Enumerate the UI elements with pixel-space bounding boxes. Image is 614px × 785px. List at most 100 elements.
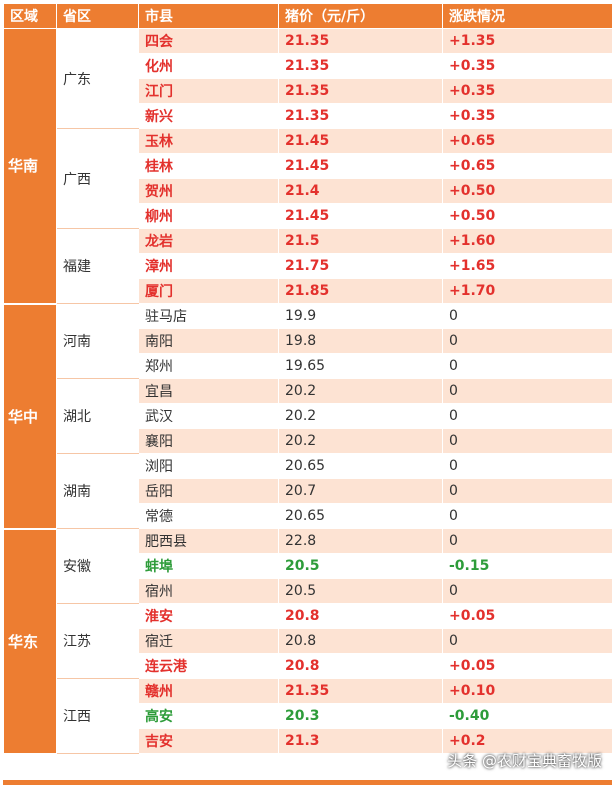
city-cell: 郑州 <box>138 353 279 379</box>
table-row: 江西 赣州 21.35 +0.10 <box>4 678 613 754</box>
header-province: 省区 <box>56 3 139 29</box>
change-cell: +0.35 <box>442 78 613 104</box>
price-cell: 20.65 <box>278 453 443 479</box>
header-region: 区域 <box>3 3 57 29</box>
price-cell: 21.45 <box>278 203 443 229</box>
table-row: 武汉 20.2 0 <box>4 403 613 429</box>
price-cell: 20.2 <box>278 378 443 404</box>
city-cell: 宿迁 <box>138 628 279 654</box>
city-cell: 化州 <box>138 53 279 79</box>
watermark: 头条 @农财宝典畜牧版 <box>447 752 602 770</box>
table-row: 高安 20.3 -0.40 <box>4 703 613 729</box>
price-cell: 21.45 <box>278 153 443 179</box>
change-cell: +0.50 <box>442 178 613 204</box>
table-row: 宿州 20.5 0 <box>4 578 613 604</box>
province-cell: 湖南 <box>56 453 139 529</box>
change-cell: -0.40 <box>442 703 613 729</box>
price-cell: 20.8 <box>278 653 443 679</box>
change-cell: +0.65 <box>442 153 613 179</box>
change-cell: 0 <box>442 628 613 654</box>
price-cell: 20.65 <box>278 503 443 529</box>
table-bottom-bar <box>3 780 612 785</box>
table-row: 湖南 浏阳 20.65 0 <box>4 453 613 529</box>
city-cell: 龙岩 <box>138 228 279 254</box>
change-cell: +0.05 <box>442 603 613 629</box>
table-row: 华中 河南 驻马店 19.9 0 <box>3 303 613 530</box>
change-cell: +0.10 <box>442 678 613 704</box>
price-cell: 20.7 <box>278 478 443 504</box>
change-cell: 0 <box>442 503 613 529</box>
table-row: 湖北 宜昌 20.2 0 <box>4 378 613 454</box>
price-cell: 19.8 <box>278 328 443 354</box>
table-row: 漳州 21.75 +1.65 <box>4 253 613 279</box>
price-cell: 20.2 <box>278 403 443 429</box>
price-cell: 20.8 <box>278 603 443 629</box>
city-cell: 厦门 <box>138 278 279 304</box>
table-row: 吉安 21.3 +0.2 <box>4 728 613 754</box>
table-row: 宿迁 20.8 0 <box>4 628 613 654</box>
province-cell: 江西 <box>56 678 139 754</box>
price-cell: 20.5 <box>278 578 443 604</box>
change-cell: 0 <box>442 528 613 554</box>
price-cell: 19.65 <box>278 353 443 379</box>
region-cell: 华东 <box>3 528 57 755</box>
change-cell: 0 <box>442 303 613 329</box>
price-cell: 20.2 <box>278 428 443 454</box>
change-cell: +0.35 <box>442 53 613 79</box>
change-cell: -0.15 <box>442 553 613 579</box>
city-cell: 江门 <box>138 78 279 104</box>
city-cell: 武汉 <box>138 403 279 429</box>
change-cell: 0 <box>442 353 613 379</box>
city-cell: 蚌埠 <box>138 553 279 579</box>
price-cell: 21.35 <box>278 678 443 704</box>
city-cell: 高安 <box>138 703 279 729</box>
province-cell: 江苏 <box>56 603 139 679</box>
change-cell: 0 <box>442 328 613 354</box>
table-row: 广西 玉林 21.45 +0.65 <box>4 128 613 229</box>
city-cell: 四会 <box>138 28 279 54</box>
change-cell: 0 <box>442 578 613 604</box>
table-row: 化州 21.35 +0.35 <box>4 53 613 79</box>
city-cell: 驻马店 <box>138 303 279 329</box>
change-cell: +1.60 <box>442 228 613 254</box>
city-cell: 岳阳 <box>138 478 279 504</box>
table-row: 岳阳 20.7 0 <box>4 478 613 504</box>
region-cell: 华南 <box>3 28 57 305</box>
province-cell: 湖北 <box>56 378 139 454</box>
table-row: 常德 20.65 0 <box>4 503 613 529</box>
table-header-row: 区域 省区 市县 猪价（元/斤） 涨跌情况 <box>3 3 613 29</box>
price-cell: 20.3 <box>278 703 443 729</box>
change-cell: 0 <box>442 378 613 404</box>
city-cell: 玉林 <box>138 128 279 154</box>
table-row: 襄阳 20.2 0 <box>4 428 613 454</box>
change-cell: +0.2 <box>442 728 613 754</box>
city-cell: 吉安 <box>138 728 279 754</box>
price-cell: 21.35 <box>278 53 443 79</box>
city-cell: 赣州 <box>138 678 279 704</box>
city-cell: 桂林 <box>138 153 279 179</box>
table-row: 华南 广东 四会 21.35 +1.35 <box>3 28 613 305</box>
pig-price-table: 区域 省区 市县 猪价（元/斤） 涨跌情况 华南 广东 四会 21.35 +1.35 化州… <box>3 3 613 755</box>
city-cell: 襄阳 <box>138 428 279 454</box>
change-cell: +1.35 <box>442 28 613 54</box>
price-cell: 21.3 <box>278 728 443 754</box>
city-cell: 南阳 <box>138 328 279 354</box>
province-cell: 安徽 <box>56 528 139 604</box>
city-cell: 连云港 <box>138 653 279 679</box>
table-row: 郑州 19.65 0 <box>4 353 613 379</box>
price-cell: 21.45 <box>278 128 443 154</box>
change-cell: 0 <box>442 453 613 479</box>
table-row: 新兴 21.35 +0.35 <box>4 103 613 129</box>
price-cell: 22.8 <box>278 528 443 554</box>
table-body: 华南 广东 四会 21.35 +1.35 化州 21.35 +0.35 江门 21.35 +0.35… <box>3 28 613 755</box>
table-row: 华东 安徽 肥西县 22.8 0 <box>3 528 613 755</box>
table-row: 桂林 21.45 +0.65 <box>4 153 613 179</box>
change-cell: 0 <box>442 478 613 504</box>
table-row: 连云港 20.8 +0.05 <box>4 653 613 679</box>
change-cell: 0 <box>442 403 613 429</box>
table-row: 贺州 21.4 +0.50 <box>4 178 613 204</box>
price-cell: 20.8 <box>278 628 443 654</box>
table-row: 江门 21.35 +0.35 <box>4 78 613 104</box>
province-cell: 福建 <box>56 228 139 304</box>
price-cell: 21.35 <box>278 103 443 129</box>
